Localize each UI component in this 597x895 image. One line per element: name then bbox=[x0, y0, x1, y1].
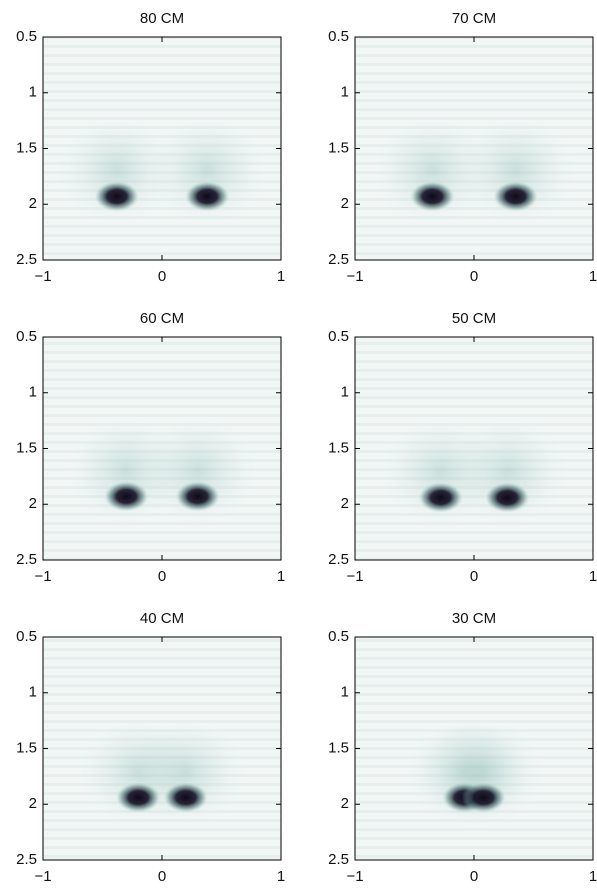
y-tick-label: 1 bbox=[29, 384, 37, 401]
y-tick-label: 2 bbox=[341, 795, 349, 812]
panel: 60 CM 0.5 1 1.5 2 2.5−1 0 1 bbox=[16, 310, 285, 585]
y-tick-label: 0.5 bbox=[328, 328, 349, 345]
panel-title: 80 CM bbox=[140, 10, 184, 27]
spot-halo bbox=[423, 722, 544, 833]
panel: 80 CM 0.5 1 1.5 2 2.5−1 0 1 bbox=[16, 10, 285, 285]
x-tick-label: 0 bbox=[158, 868, 166, 885]
panel: 70 CM 0.5 1 1.5 2 2.5−1 0 1 bbox=[328, 10, 597, 285]
spot bbox=[116, 782, 161, 813]
x-tick-label: 0 bbox=[470, 268, 478, 285]
spot-halo bbox=[147, 121, 268, 232]
spot-halo bbox=[455, 121, 576, 232]
y-tick-label: 2 bbox=[341, 195, 349, 212]
spot bbox=[185, 181, 230, 212]
panel-title: 40 CM bbox=[140, 610, 184, 627]
y-tick-label: 1.5 bbox=[16, 739, 37, 756]
x-tick-label: 0 bbox=[470, 568, 478, 585]
spot bbox=[163, 782, 208, 813]
y-tick-label: 1.5 bbox=[16, 139, 37, 156]
panel-title: 30 CM bbox=[452, 610, 496, 627]
y-tick-label: 2.5 bbox=[328, 551, 349, 568]
y-tick-label: 1 bbox=[341, 384, 349, 401]
x-tick-label: 1 bbox=[277, 268, 285, 285]
y-tick-label: 2.5 bbox=[328, 851, 349, 868]
spot bbox=[418, 482, 463, 513]
spot-halo bbox=[125, 722, 246, 833]
x-tick-label: −1 bbox=[346, 868, 363, 885]
panel-title: 70 CM bbox=[452, 10, 496, 27]
y-tick-label: 1 bbox=[341, 684, 349, 701]
spot bbox=[410, 181, 455, 212]
x-tick-label: 0 bbox=[158, 268, 166, 285]
y-tick-label: 1.5 bbox=[328, 439, 349, 456]
spot bbox=[493, 181, 538, 212]
y-tick-label: 1 bbox=[341, 84, 349, 101]
spot bbox=[104, 481, 149, 512]
spot bbox=[485, 482, 530, 513]
y-tick-label: 0.5 bbox=[328, 628, 349, 645]
panel: 50 CM 0.5 1 1.5 2 2.5−1 0 1 bbox=[328, 310, 597, 585]
x-tick-label: 1 bbox=[589, 568, 597, 585]
y-tick-label: 2.5 bbox=[16, 851, 37, 868]
x-tick-label: −1 bbox=[34, 868, 51, 885]
x-tick-label: 1 bbox=[277, 568, 285, 585]
y-tick-label: 0.5 bbox=[16, 328, 37, 345]
spot-halo bbox=[56, 121, 177, 232]
x-tick-label: −1 bbox=[34, 568, 51, 585]
spot-halo bbox=[372, 121, 493, 232]
y-tick-label: 1.5 bbox=[328, 139, 349, 156]
panel: 40 CM 0.5 1 1.5 2 2.5−1 0 1 bbox=[16, 610, 285, 885]
x-tick-label: 1 bbox=[277, 868, 285, 885]
y-tick-label: 2 bbox=[29, 495, 37, 512]
y-tick-label: 0.5 bbox=[16, 628, 37, 645]
y-tick-label: 0.5 bbox=[328, 28, 349, 45]
y-tick-label: 0.5 bbox=[16, 28, 37, 45]
y-tick-label: 2.5 bbox=[328, 251, 349, 268]
y-tick-label: 2.5 bbox=[16, 251, 37, 268]
y-tick-label: 1.5 bbox=[328, 739, 349, 756]
spot bbox=[94, 181, 139, 212]
spot bbox=[175, 481, 220, 512]
x-tick-label: −1 bbox=[346, 268, 363, 285]
y-tick-label: 2 bbox=[29, 195, 37, 212]
panel-title: 60 CM bbox=[140, 310, 184, 327]
x-tick-label: 0 bbox=[470, 868, 478, 885]
y-tick-label: 1.5 bbox=[16, 439, 37, 456]
x-tick-label: 0 bbox=[158, 568, 166, 585]
y-tick-label: 2.5 bbox=[16, 551, 37, 568]
spot-halo bbox=[137, 421, 258, 532]
y-tick-label: 1 bbox=[29, 84, 37, 101]
x-tick-label: 1 bbox=[589, 268, 597, 285]
spot-halo bbox=[447, 422, 568, 533]
x-tick-label: 1 bbox=[589, 868, 597, 885]
y-tick-label: 1 bbox=[29, 684, 37, 701]
y-tick-label: 2 bbox=[29, 795, 37, 812]
panel-title: 50 CM bbox=[452, 310, 496, 327]
spot bbox=[461, 782, 506, 813]
panel: 30 CM 0.5 1 1.5 2 2.5−1 0 1 bbox=[328, 610, 597, 885]
x-tick-label: −1 bbox=[346, 568, 363, 585]
x-tick-label: −1 bbox=[34, 268, 51, 285]
y-tick-label: 2 bbox=[341, 495, 349, 512]
